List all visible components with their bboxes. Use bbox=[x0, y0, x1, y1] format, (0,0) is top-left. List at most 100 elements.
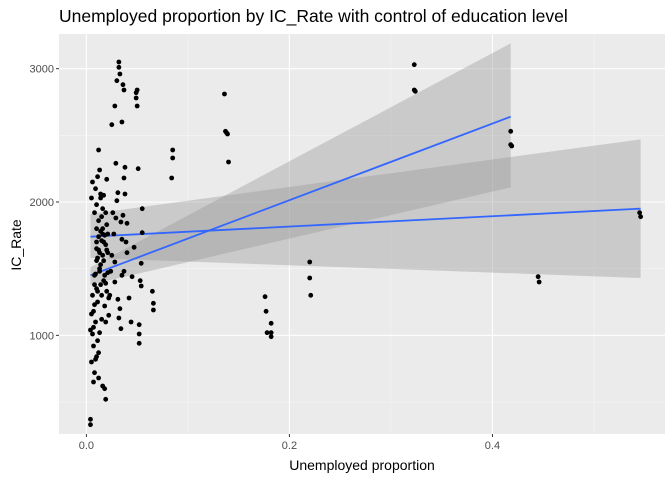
data-point bbox=[95, 338, 100, 344]
data-point bbox=[136, 322, 142, 328]
data-point bbox=[124, 250, 130, 256]
x-tick-label: 0.4 bbox=[485, 440, 500, 452]
fit-line-2 bbox=[90, 207, 641, 238]
data-point bbox=[95, 255, 100, 261]
data-point bbox=[104, 176, 110, 182]
data-point bbox=[118, 326, 124, 332]
data-point bbox=[170, 155, 176, 161]
data-point bbox=[262, 294, 268, 300]
data-point bbox=[93, 271, 98, 277]
data-point bbox=[124, 220, 130, 226]
data-point bbox=[99, 292, 105, 298]
data-point bbox=[225, 131, 230, 137]
data-point bbox=[134, 103, 140, 109]
data-point bbox=[637, 210, 643, 216]
data-point bbox=[94, 239, 99, 245]
data-point bbox=[94, 226, 99, 232]
data-point bbox=[268, 334, 274, 340]
data-point bbox=[136, 331, 142, 337]
data-point bbox=[536, 279, 542, 285]
data-point bbox=[96, 234, 101, 240]
data-point bbox=[133, 95, 139, 101]
y-tick-label: 3000 bbox=[30, 64, 54, 76]
data-point bbox=[98, 191, 104, 197]
data-point bbox=[95, 174, 100, 180]
data-point bbox=[137, 278, 143, 284]
data-point bbox=[151, 307, 156, 313]
data-point bbox=[121, 268, 127, 274]
data-point bbox=[89, 195, 94, 201]
data-point bbox=[114, 198, 120, 204]
data-point bbox=[118, 219, 124, 225]
data-point bbox=[97, 167, 103, 173]
data-point bbox=[123, 239, 129, 245]
data-point bbox=[96, 147, 101, 153]
data-point bbox=[113, 215, 119, 221]
data-point bbox=[115, 296, 121, 302]
data-point bbox=[90, 179, 95, 185]
data-point bbox=[108, 268, 114, 274]
data-point bbox=[116, 64, 122, 70]
y-tick-label: 2000 bbox=[30, 197, 54, 209]
data-point bbox=[508, 128, 514, 134]
data-point bbox=[122, 191, 128, 197]
data-point bbox=[170, 147, 176, 153]
data-point bbox=[535, 274, 541, 280]
data-point bbox=[97, 330, 103, 336]
data-point bbox=[99, 316, 105, 322]
data-point bbox=[91, 308, 96, 314]
data-point bbox=[121, 87, 127, 93]
y-tick-label: 1000 bbox=[30, 330, 54, 342]
data-point bbox=[307, 275, 313, 281]
data-point bbox=[109, 252, 115, 258]
data-point bbox=[151, 300, 156, 306]
data-point bbox=[120, 212, 126, 218]
data-point bbox=[92, 282, 97, 288]
data-point bbox=[134, 87, 140, 93]
data-point bbox=[149, 288, 155, 294]
data-point bbox=[109, 122, 115, 128]
data-point bbox=[94, 354, 99, 360]
data-point bbox=[308, 292, 314, 298]
y-axis-title: IC_Rate bbox=[8, 219, 24, 271]
data-point bbox=[100, 252, 106, 258]
data-point bbox=[119, 272, 125, 278]
minor-gridlines bbox=[59, 34, 665, 434]
data-point bbox=[88, 422, 93, 428]
data-point bbox=[129, 274, 135, 280]
data-point bbox=[131, 244, 137, 250]
data-point bbox=[101, 258, 107, 264]
fit-line-1 bbox=[90, 115, 512, 277]
data-point bbox=[88, 416, 93, 422]
data-point bbox=[103, 210, 109, 216]
data-point bbox=[111, 231, 117, 237]
data-point bbox=[119, 236, 125, 242]
data-point bbox=[136, 340, 142, 346]
data-point bbox=[96, 375, 101, 381]
confidence-band-1 bbox=[90, 43, 511, 285]
data-point bbox=[101, 239, 107, 245]
data-point bbox=[106, 312, 112, 318]
x-axis: 0.0 0.2 0.4 bbox=[79, 434, 500, 452]
data-point bbox=[412, 88, 418, 94]
data-point bbox=[89, 359, 94, 365]
data-point bbox=[307, 259, 313, 265]
data-point bbox=[112, 279, 118, 285]
y-axis: 1000 2000 3000 bbox=[30, 64, 59, 342]
data-point bbox=[94, 202, 99, 208]
data-point bbox=[113, 160, 119, 166]
data-points bbox=[88, 59, 644, 428]
data-point bbox=[105, 231, 111, 237]
data-point bbox=[99, 214, 105, 220]
data-point bbox=[263, 308, 269, 314]
x-tick-label: 0.0 bbox=[79, 440, 94, 452]
data-point bbox=[139, 206, 145, 212]
data-point bbox=[103, 280, 109, 286]
data-point bbox=[93, 319, 98, 325]
data-point bbox=[103, 319, 109, 325]
data-point bbox=[226, 159, 231, 165]
confidence-bands bbox=[90, 43, 641, 285]
data-point bbox=[93, 186, 98, 192]
data-point bbox=[138, 260, 144, 266]
